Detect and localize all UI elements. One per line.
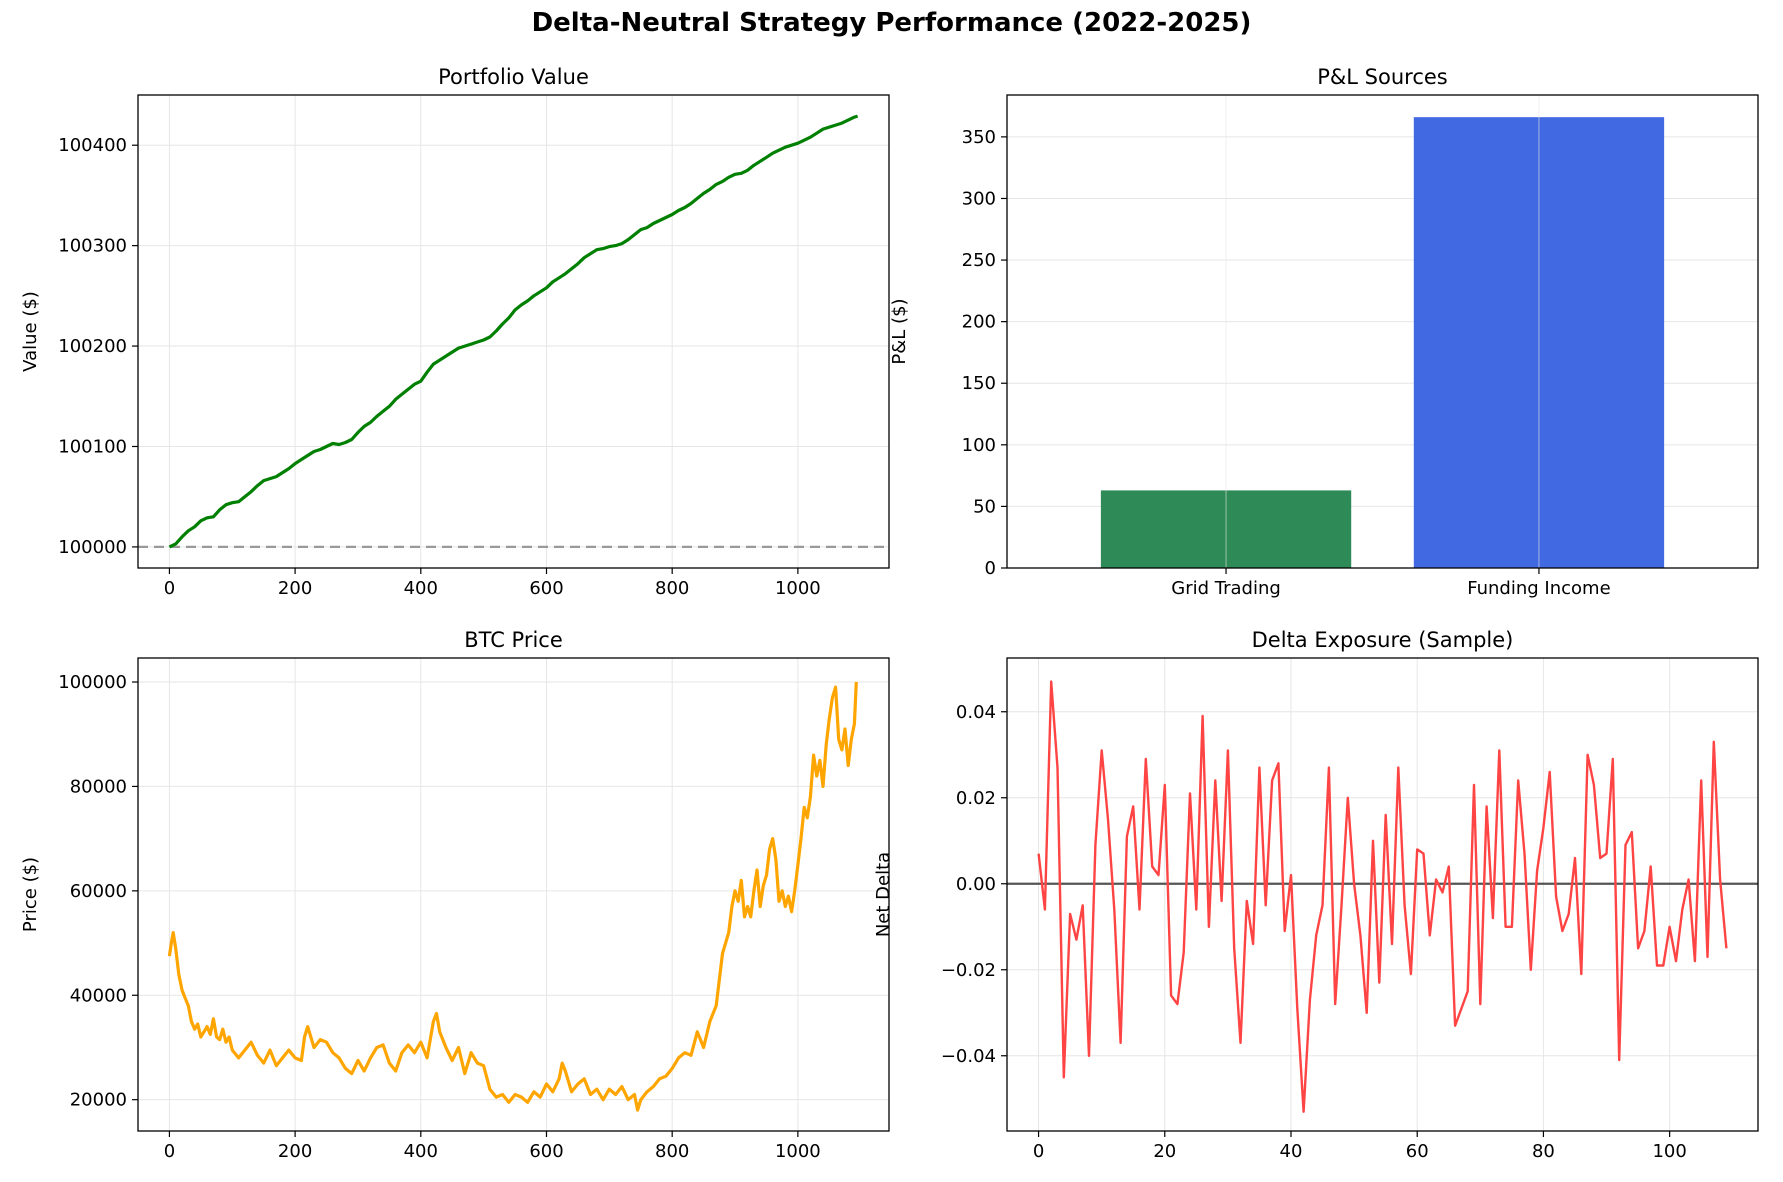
y-tick-label: 0.02 — [956, 788, 996, 809]
x-tick-label: 600 — [529, 1141, 563, 1162]
axes-frame — [1006, 94, 1759, 569]
y-tick-label: 300 — [962, 188, 996, 209]
axes-frame — [137, 94, 890, 569]
y-tick-label: 50 — [973, 496, 996, 517]
x-tick-label: 100 — [1652, 1141, 1686, 1162]
x-tick-label: 0 — [164, 578, 175, 599]
series-line — [167, 681, 858, 1112]
x-tick-label: 400 — [404, 1141, 438, 1162]
x-tick-label: 40 — [1280, 1141, 1303, 1162]
x-tick-label: 60 — [1406, 1141, 1429, 1162]
y-tick-label: −0.02 — [941, 960, 996, 981]
y-axis-label: Price ($) — [20, 857, 41, 932]
panel-3: BTC Price Price ($) 0 200 400 600 800 1000 20000… — [20, 628, 890, 1162]
x-tick-label: 600 — [529, 578, 563, 599]
panel-2: P&L Sources P&L ($) Grid Trading Funding In… — [889, 65, 1759, 599]
x-tick-label: 200 — [278, 578, 312, 599]
panel-title: Portfolio Value — [438, 65, 589, 89]
y-tick-label: 150 — [962, 373, 996, 394]
y-tick-label: 20000 — [70, 1090, 127, 1111]
y-tick-label: 0.00 — [956, 874, 996, 895]
panel-title: Delta Exposure (Sample) — [1252, 628, 1514, 652]
y-tick-label: −0.04 — [941, 1046, 996, 1067]
x-tick-label: 200 — [278, 1141, 312, 1162]
x-tick-label: 80 — [1532, 1141, 1555, 1162]
x-tick-label: 0 — [1033, 1141, 1044, 1162]
x-tick-label: 1000 — [775, 578, 821, 599]
panel-4: Delta Exposure (Sample) Net Delta 0 20 40 60 8… — [873, 628, 1759, 1162]
axes-frame — [1006, 657, 1759, 1132]
category-label: Grid Trading — [1171, 578, 1281, 599]
y-tick-label: 100300 — [58, 236, 127, 257]
x-tick-label: 800 — [655, 578, 689, 599]
y-tick-label: 100000 — [58, 672, 127, 693]
y-tick-label: 100 — [962, 435, 996, 456]
panel-1: Portfolio Value Value ($) 0 200 400 600 800 100… — [20, 65, 890, 599]
y-tick-label: 0.04 — [956, 702, 996, 723]
y-tick-label: 40000 — [70, 985, 127, 1006]
x-tick-label: 400 — [404, 578, 438, 599]
y-tick-label: 100100 — [58, 436, 127, 457]
series-line — [168, 114, 859, 549]
x-tick-label: 800 — [655, 1141, 689, 1162]
y-tick-label: 350 — [962, 127, 996, 148]
y-tick-label: 100400 — [58, 135, 127, 156]
y-tick-label: 100200 — [58, 336, 127, 357]
y-tick-label: 250 — [962, 250, 996, 271]
y-tick-label: 0 — [985, 558, 996, 579]
y-tick-label: 60000 — [70, 881, 127, 902]
y-axis-label: Net Delta — [873, 852, 894, 937]
y-tick-label: 200 — [962, 312, 996, 333]
panel-title: P&L Sources — [1317, 65, 1447, 89]
x-tick-label: 0 — [164, 1141, 175, 1162]
x-tick-label: 20 — [1153, 1141, 1176, 1162]
category-label: Funding Income — [1467, 578, 1610, 599]
x-tick-label: 1000 — [775, 1141, 821, 1162]
y-axis-label: P&L ($) — [889, 298, 910, 364]
y-axis-label: Value ($) — [20, 291, 41, 372]
axes-frame — [137, 657, 890, 1132]
series-line — [1037, 680, 1728, 1113]
y-tick-label: 100000 — [58, 537, 127, 558]
panel-title: BTC Price — [464, 628, 563, 652]
y-tick-label: 80000 — [70, 776, 127, 797]
figure-title: Delta-Neutral Strategy Performance (2022… — [531, 8, 1252, 38]
